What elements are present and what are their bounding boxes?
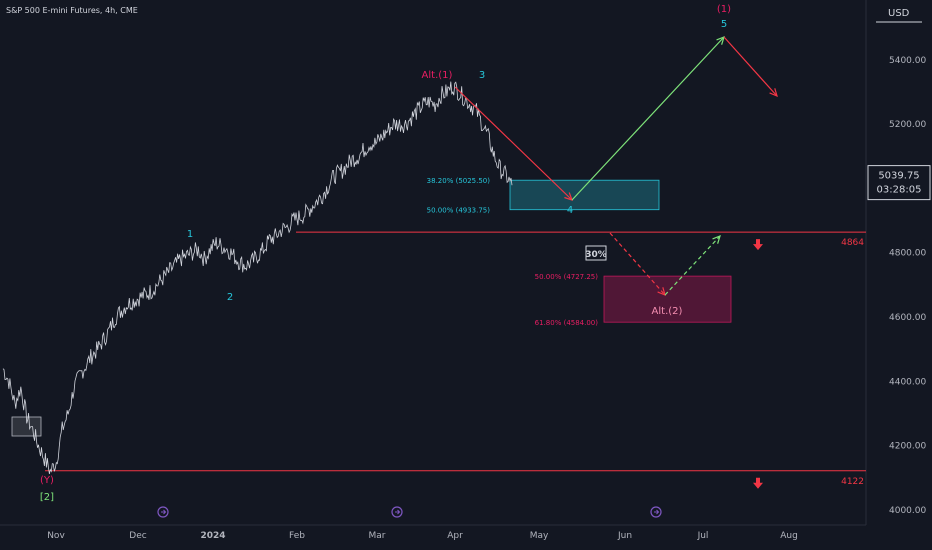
event-marker-icon [650,506,662,518]
time-tick-label: May [530,531,549,541]
event-marker-icon [391,506,403,518]
time-tick-label: Apr [447,531,463,541]
level-label: 4864 [841,238,864,248]
time-tick-label: Feb [289,531,305,541]
projection-arrow-alt-up-head [712,234,721,244]
down-arrow-icon [753,477,763,489]
price-axis-panel [866,0,932,550]
time-tick-label: Aug [780,531,798,541]
projection-arrow-up [571,36,725,201]
current-price-tag [867,165,931,201]
price-tick-label: 5400.00 [889,56,926,66]
fib-zone-magenta [603,275,732,323]
price-tick-label: 5200.00 [889,120,926,130]
wave-label: Alt.(2) [652,306,683,317]
fib-label: 61.80% (4584.00) [535,319,599,327]
level-label: 4122 [841,477,864,487]
wave-label: 2 [227,292,233,303]
wave-label: [2] [40,492,54,503]
current-price: 5039.75 [878,171,919,182]
price-tick-label: 4600.00 [889,313,926,323]
price-line [2,81,513,474]
fib-label: 50.00% (4727.25) [535,273,599,281]
projection-arrow-down [723,36,778,97]
wave-label: (1) [717,4,731,15]
chart-title: S&P 500 E-mini Futures, 4h, CME [6,6,138,15]
time-tick-label: Nov [47,531,65,541]
probability-label: 30% [585,250,607,260]
wave-label: (Y) [40,475,54,486]
projection-arrow-down-head [769,88,778,98]
price-tick-label: 4200.00 [889,442,926,452]
fib-label: 38.20% (5025.50) [427,177,491,185]
bar-countdown: 03:28:05 [877,185,922,196]
fib-zone-teal [509,179,660,211]
event-marker-icon [157,506,169,518]
time-tick-label: Dec [129,531,146,541]
event-marker-arrow-icon [161,509,167,515]
probability-box [585,245,607,261]
event-marker-arrow-icon [395,509,401,515]
projection-arrow-down [454,86,573,201]
wave-label: Alt.(1) [422,70,453,81]
time-tick-label: Jul [697,531,709,541]
wave-label: 5 [721,19,727,30]
price-tick-label: 4800.00 [889,249,926,259]
currency-label: USD [888,8,910,19]
event-marker-arrow-icon [654,509,660,515]
price-tick-label: 4000.00 [889,506,926,516]
time-tick-label: Mar [369,531,386,541]
time-tick-label: 2024 [200,531,225,541]
wave-label: 4 [567,205,573,216]
wave-label: 1 [187,229,193,240]
down-arrow-icon [753,239,763,251]
fib-label: 50.00% (4933.75) [427,207,491,215]
time-tick-label: Jun [617,531,632,541]
wave-label: 3 [479,70,485,81]
price-tick-label: 4400.00 [889,377,926,387]
